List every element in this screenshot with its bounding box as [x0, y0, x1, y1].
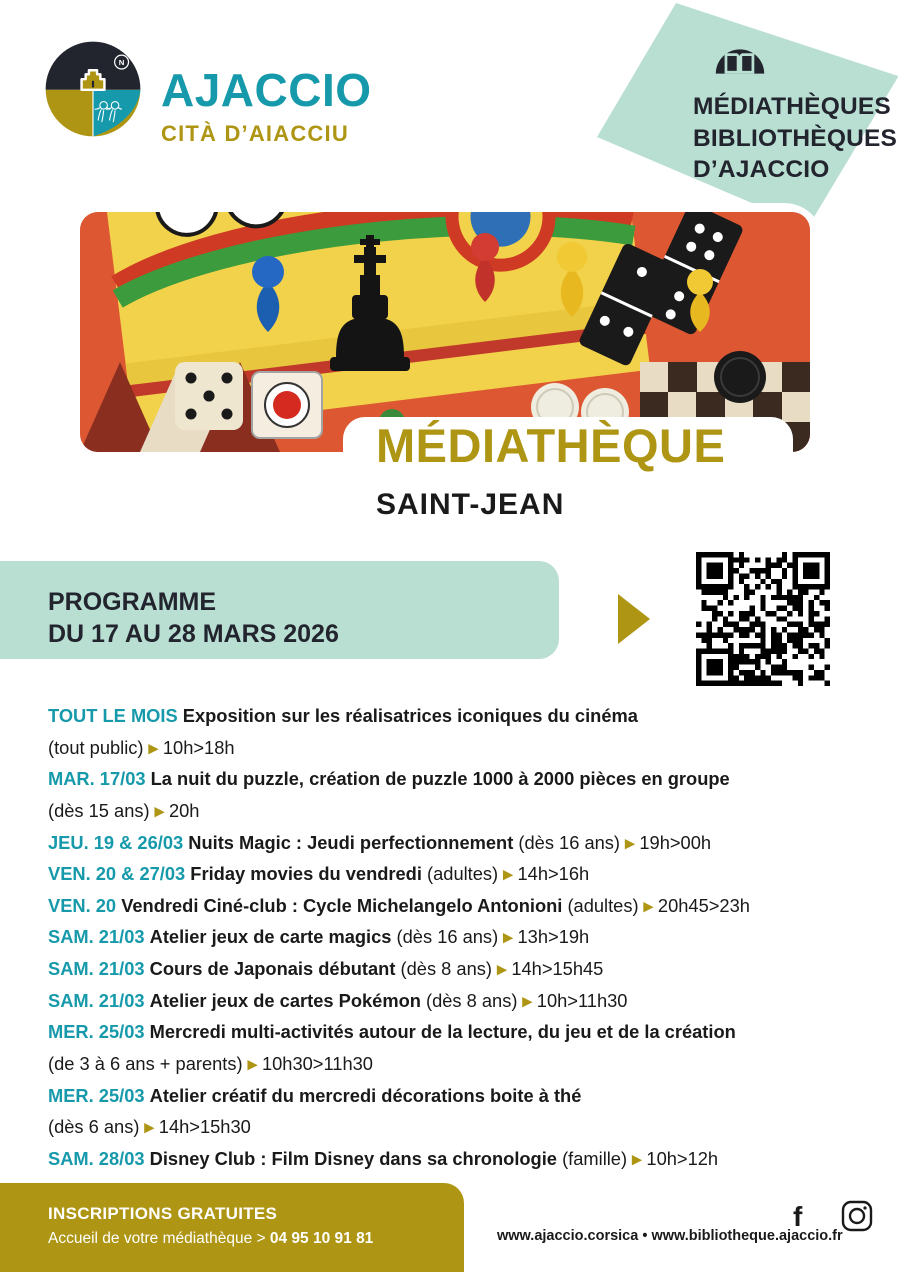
svg-text:N: N	[119, 58, 125, 67]
svg-text:f: f	[793, 1201, 803, 1232]
